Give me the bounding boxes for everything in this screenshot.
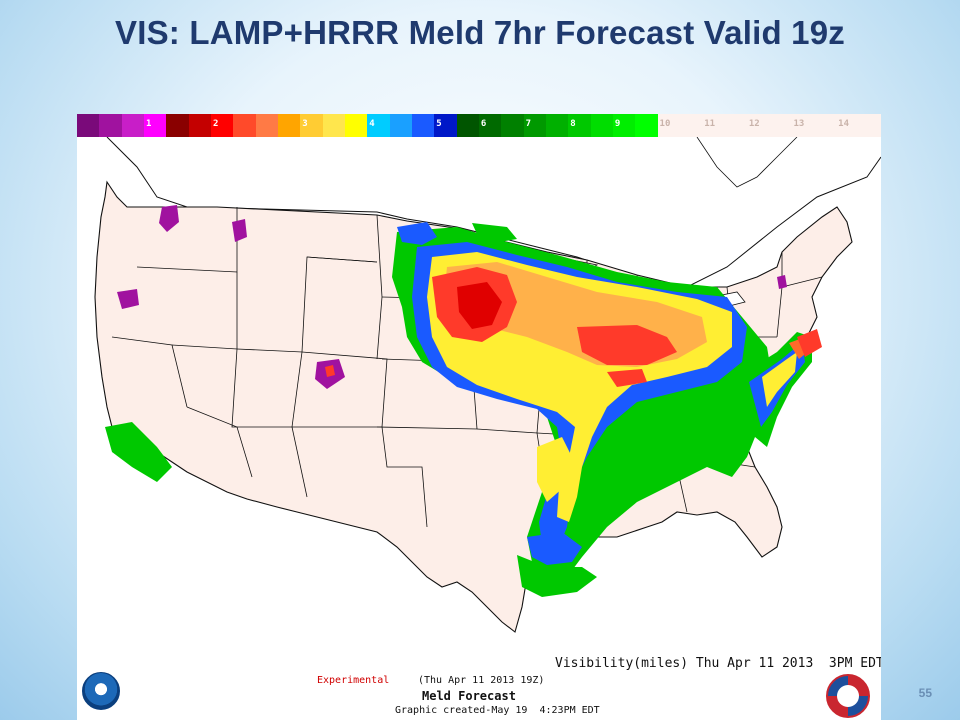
- legend-tick-label: 13: [793, 119, 805, 129]
- legend-tick-label: 2: [212, 119, 219, 129]
- legend-cell: 3: [300, 114, 323, 137]
- legend-cell: [389, 114, 412, 137]
- legend-cell: [166, 114, 189, 137]
- legend-tick-label: 3: [302, 119, 308, 129]
- legend-cell: 6: [478, 114, 502, 137]
- canada-coast: [106, 137, 881, 288]
- canada-coast-2: [696, 137, 798, 188]
- legend-cell: [233, 114, 256, 137]
- legend-cell: [255, 114, 278, 137]
- legend-cell: 13: [791, 114, 814, 137]
- valid-time-label: Visibility(miles) Thu Apr 11 2013 3PM ED…: [555, 656, 881, 671]
- legend-cell: [344, 114, 368, 137]
- legend-cell: [724, 114, 747, 137]
- legend-cell: [456, 114, 479, 137]
- legend-tick-label: 14: [838, 119, 849, 129]
- legend-cell: [545, 114, 569, 137]
- legend-cell: [635, 114, 658, 137]
- visibility-legend-bar: 1 2 3 4 5 6 7 8 9 10 11 12 13 14: [77, 114, 881, 137]
- legend-cell: 9: [612, 114, 636, 137]
- legend-cell: [99, 114, 122, 137]
- legend-cell: [77, 114, 100, 137]
- legend-cell: [679, 114, 703, 137]
- legend-cell: [411, 114, 435, 137]
- legend-cell: [322, 114, 345, 137]
- legend-tick-label: 12: [748, 119, 760, 129]
- legend-tick-label: 8: [570, 119, 576, 129]
- legend-cell: 7: [523, 114, 546, 137]
- legend-cell: [501, 114, 524, 137]
- legend-cell: 4: [367, 114, 390, 137]
- legend-cell: [277, 114, 301, 137]
- legend-tick-label: 4: [369, 119, 375, 129]
- legend-tick-label: 11: [704, 119, 716, 129]
- legend-cell: [769, 114, 792, 137]
- legend-cell: 1: [143, 114, 167, 137]
- legend-tick-label: 1: [145, 119, 152, 129]
- legend-cell: 14: [836, 114, 859, 137]
- created-label: Graphic created-May 19 4:23PM EDT: [395, 705, 600, 716]
- legend-cell: 2: [210, 114, 234, 137]
- legend-cell: [858, 114, 881, 137]
- legend-cell: [813, 114, 837, 137]
- legend-cell: 8: [568, 114, 591, 137]
- legend-cell: [121, 114, 144, 137]
- product-label: Meld Forecast: [422, 689, 516, 703]
- legend-tick-label: 6: [480, 119, 487, 129]
- visibility-overlay: [105, 205, 822, 597]
- legend-cell: 12: [746, 114, 770, 137]
- experimental-label: Experimental: [317, 675, 390, 686]
- legend-cell: 10: [657, 114, 680, 137]
- legend-cell: 11: [702, 114, 725, 137]
- legend-tick-label: 7: [525, 119, 531, 129]
- conus-visibility-map: [94, 137, 881, 633]
- map-panel: 1 2 3 4 5 6 7 8 9 10 11 12 13 14: [77, 114, 881, 720]
- legend-tick-label: 10: [659, 119, 671, 129]
- issue-time-label: (Thu Apr 11 2013 19Z): [418, 675, 545, 686]
- legend-cell: [188, 114, 211, 137]
- legend-cell: 5: [434, 114, 457, 137]
- noaa-icon: [82, 672, 120, 710]
- nws-icon: [826, 674, 870, 718]
- legend-tick-label: 9: [614, 119, 621, 129]
- page-number: 55: [918, 686, 932, 700]
- slide-title: VIS: LAMP+HRRR Meld 7hr Forecast Valid 1…: [114, 14, 845, 51]
- legend-tick-label: 5: [436, 119, 442, 129]
- legend-cell: [590, 114, 613, 137]
